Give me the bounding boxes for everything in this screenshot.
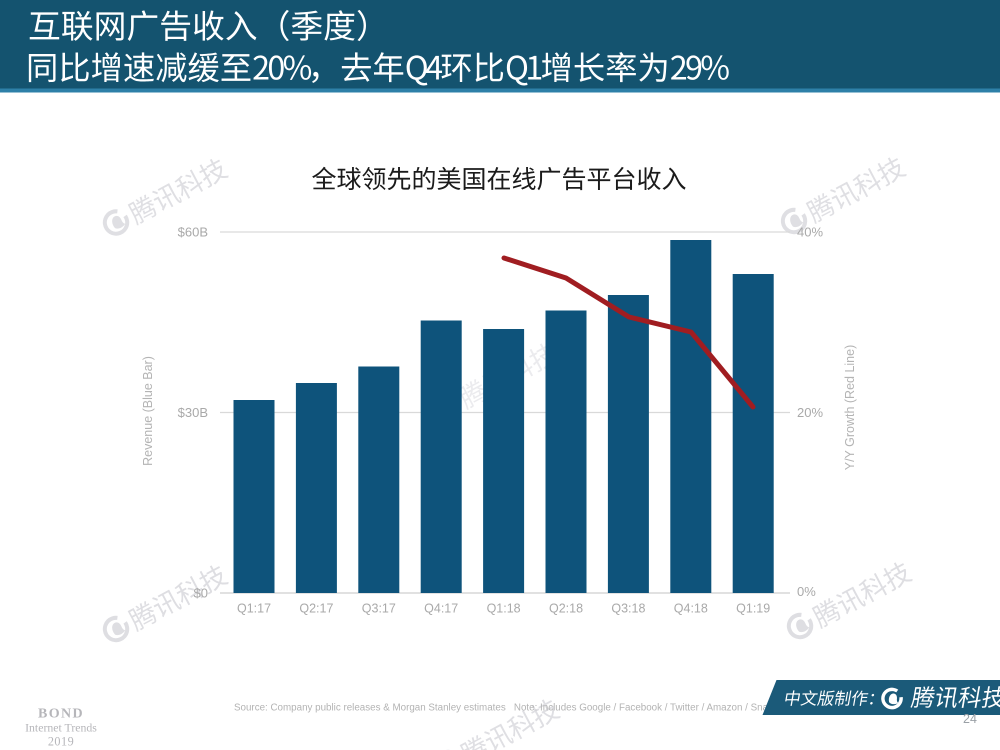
svg-text:Q1:17: Q1:17 — [237, 602, 271, 616]
svg-text:Q3:18: Q3:18 — [611, 602, 645, 616]
svg-text:Y/Y Growth (Red Line): Y/Y Growth (Red Line) — [843, 345, 857, 471]
svg-text:20%: 20% — [797, 405, 823, 420]
svg-text:Q2:17: Q2:17 — [299, 602, 333, 616]
svg-text:24: 24 — [963, 712, 977, 726]
svg-text:0%: 0% — [797, 584, 816, 599]
svg-text:Q1:18: Q1:18 — [487, 602, 521, 616]
svg-text:BOND: BOND — [38, 707, 84, 722]
svg-text:$60B: $60B — [178, 225, 208, 240]
svg-text:$30B: $30B — [178, 405, 208, 420]
svg-text:Q4:18: Q4:18 — [674, 602, 708, 616]
svg-text:Internet Trends: Internet Trends — [25, 721, 97, 735]
svg-text:Q4:17: Q4:17 — [424, 602, 458, 616]
svg-text:2019: 2019 — [48, 735, 74, 749]
svg-text:Revenue (Blue Bar): Revenue (Blue Bar) — [141, 356, 155, 466]
svg-text:Source: Company public release: Source: Company public releases & Morgan… — [234, 703, 821, 714]
svg-text:40%: 40% — [797, 225, 823, 240]
svg-text:Q2:18: Q2:18 — [549, 602, 583, 616]
svg-text:$0: $0 — [194, 586, 208, 601]
svg-text:Q3:17: Q3:17 — [362, 602, 396, 616]
svg-text:Q1:19: Q1:19 — [736, 602, 770, 616]
